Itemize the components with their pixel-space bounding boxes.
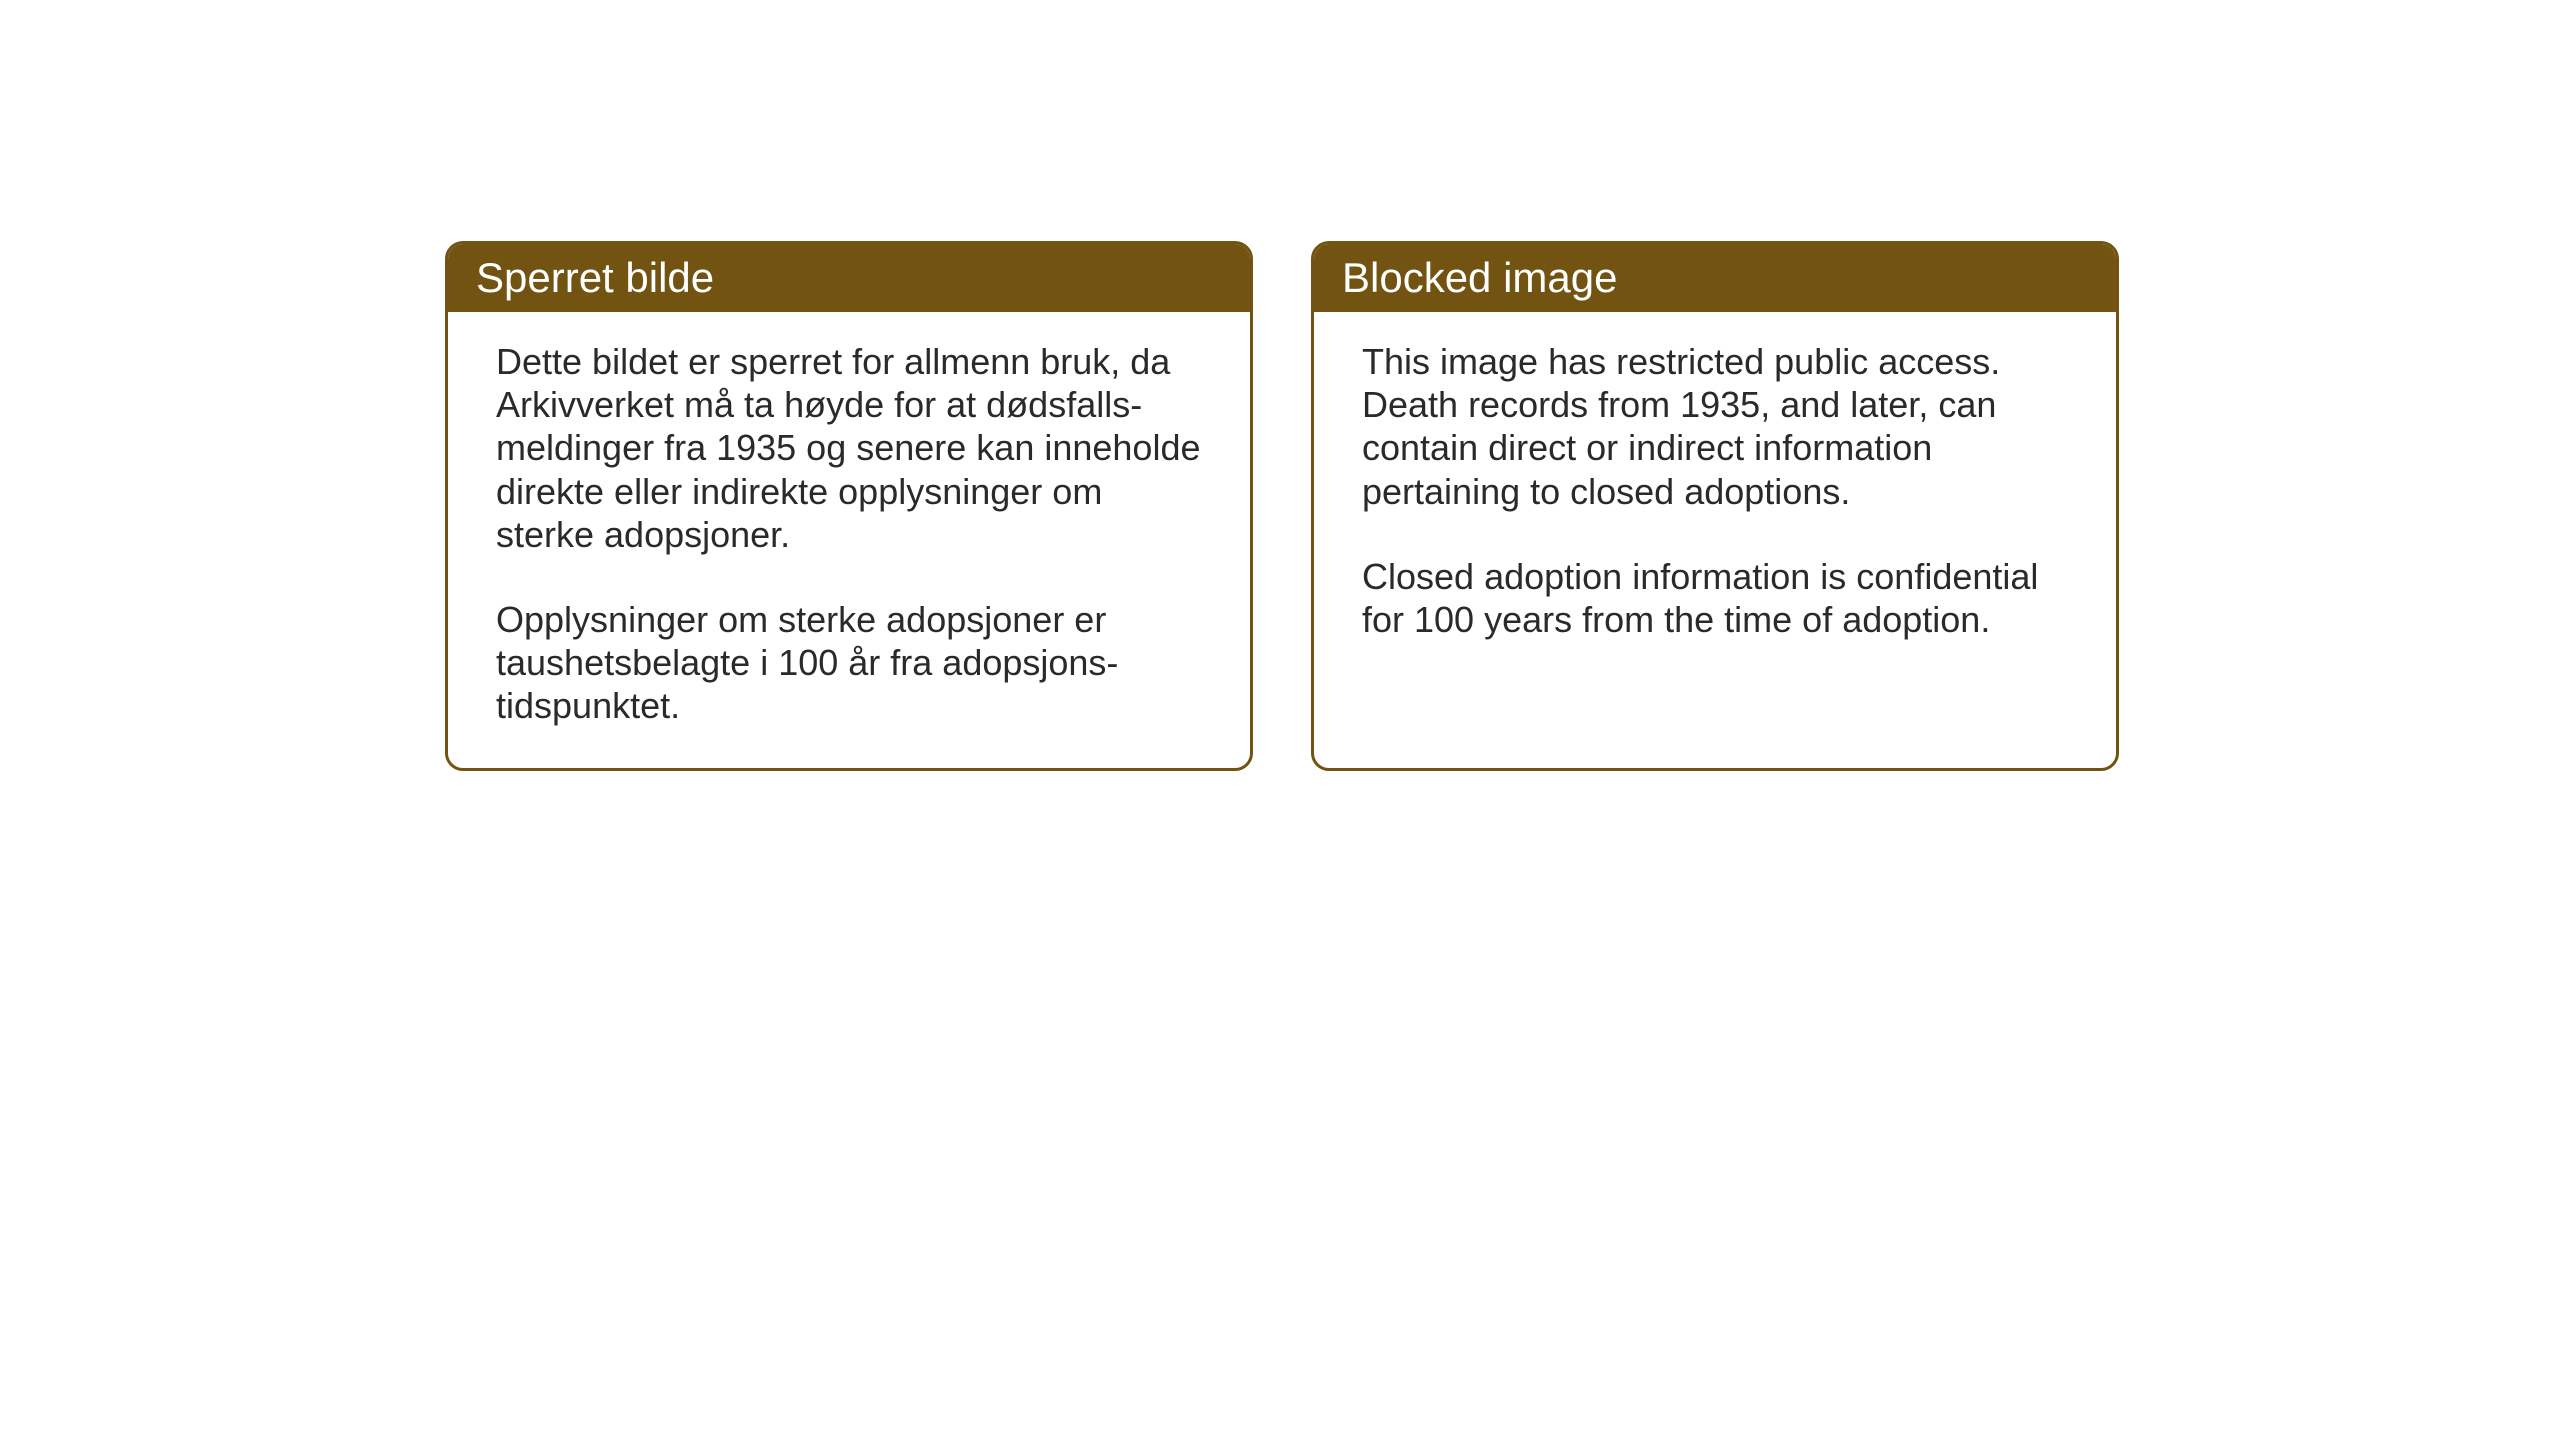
- norwegian-paragraph-1: Dette bildet er sperret for allmenn bruk…: [496, 340, 1202, 556]
- english-panel: Blocked image This image has restricted …: [1311, 241, 2119, 771]
- norwegian-panel: Sperret bilde Dette bildet er sperret fo…: [445, 241, 1253, 771]
- norwegian-panel-body: Dette bildet er sperret for allmenn bruk…: [448, 312, 1250, 768]
- english-panel-body: This image has restricted public access.…: [1314, 312, 2116, 755]
- panels-container: Sperret bilde Dette bildet er sperret fo…: [445, 241, 2119, 771]
- english-paragraph-2: Closed adoption information is confident…: [1362, 555, 2068, 641]
- norwegian-paragraph-2: Opplysninger om sterke adopsjoner er tau…: [496, 598, 1202, 728]
- norwegian-panel-title: Sperret bilde: [448, 244, 1250, 312]
- english-panel-title: Blocked image: [1314, 244, 2116, 312]
- english-paragraph-1: This image has restricted public access.…: [1362, 340, 2068, 513]
